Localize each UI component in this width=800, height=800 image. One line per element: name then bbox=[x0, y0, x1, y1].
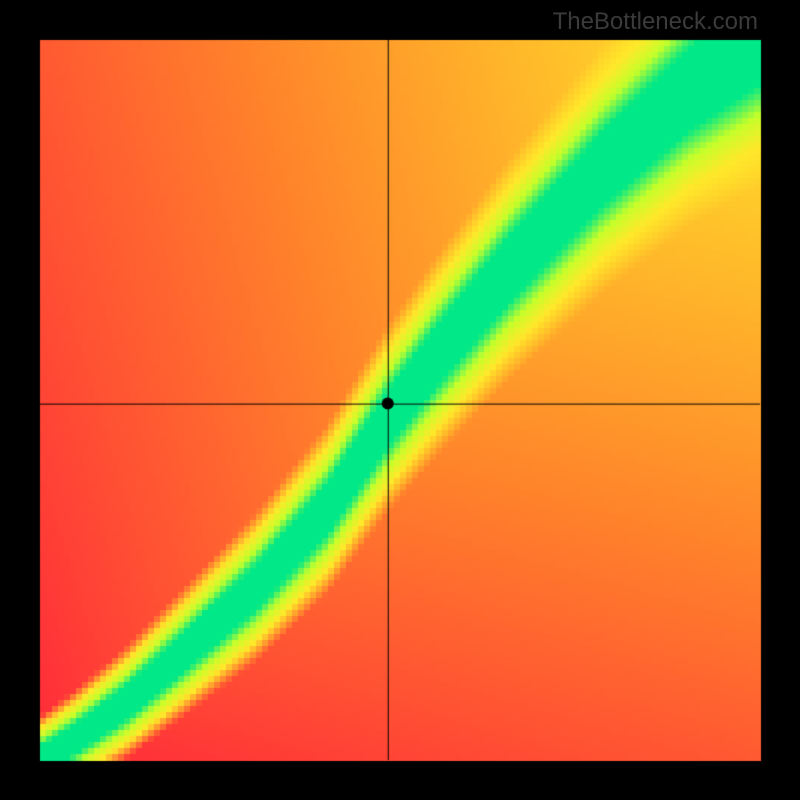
heatmap-canvas bbox=[0, 0, 800, 800]
watermark-text: TheBottleneck.com bbox=[553, 8, 758, 36]
chart-container: TheBottleneck.com bbox=[0, 0, 800, 800]
